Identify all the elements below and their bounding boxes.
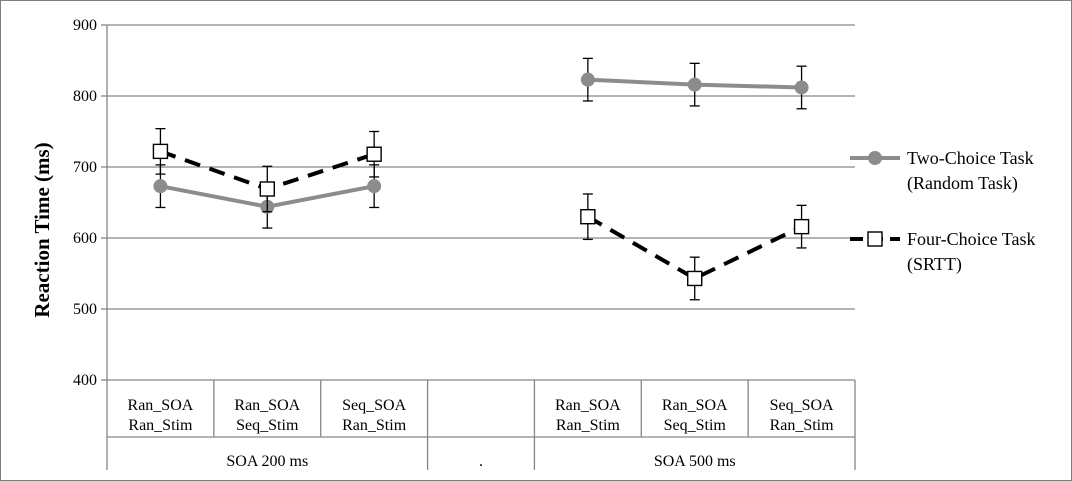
series-1-point-5: [687, 270, 703, 287]
x-category-label-1-line1: Ran_SOA: [234, 397, 300, 414]
x-category-label-0-line1: Ran_SOA: [128, 397, 194, 414]
series-1-point-1: [259, 181, 275, 197]
gridlines: [101, 24, 855, 381]
series-1-point-6: [793, 218, 810, 235]
x-category-label-6-line1: Seq_SOA: [770, 397, 834, 414]
legend-marker-1: [867, 231, 883, 247]
series-layer: [152, 57, 810, 301]
legend-label-0-line2: (Random Task): [907, 173, 1018, 194]
x-category-label-6-line2: Ran_Stim: [770, 417, 835, 434]
series-1: [152, 128, 810, 301]
x-category-label-2-line1: Seq_SOA: [342, 397, 406, 414]
x-category-label-5-line2: Seq_Stim: [664, 417, 727, 434]
y-tick-label-900: 900: [73, 17, 97, 34]
x-group-label-2: SOA 500 ms: [654, 453, 736, 470]
y-tick-label-700: 700: [73, 159, 97, 176]
x-axis: Ran_SOA Ran_Stim Ran_SOA Seq_Stim Seq_SOA Ran…: [106, 380, 856, 470]
series-0: [153, 57, 809, 229]
series-0-point-6: [794, 80, 809, 95]
x-category-label-4-line2: Ran_Stim: [556, 417, 621, 434]
y-tick-label-800: 800: [73, 88, 97, 105]
x-category-label-5-line1: Ran_SOA: [662, 397, 728, 414]
series-1-point-0: [152, 143, 169, 160]
y-tick-label-500: 500: [73, 301, 97, 318]
x-group-label-1: .: [479, 453, 483, 470]
series-1-point-4: [580, 208, 596, 225]
y-tick-label-600: 600: [73, 230, 97, 247]
series-1-point-2: [366, 146, 382, 162]
legend-marker-0: [868, 151, 882, 165]
legend: Two-Choice Task (Random Task) Four-Choice …: [850, 148, 1036, 275]
series-0-point-2: [367, 179, 382, 194]
x-category-label-2-line2: Ran_Stim: [342, 417, 407, 434]
series-0-point-4: [580, 72, 595, 87]
legend-label-1-line2: (SRTT): [907, 254, 962, 275]
y-tick-label-400: 400: [73, 372, 97, 389]
legend-label-1: Four-Choice Task: [907, 229, 1036, 249]
series-0-point-0: [153, 179, 168, 194]
x-category-label-1-line2: Seq_Stim: [236, 417, 299, 434]
x-category-label-0-line2: Ran_Stim: [128, 417, 193, 434]
series-1-line-1: [586, 214, 803, 281]
legend-label-0: Two-Choice Task: [907, 148, 1034, 168]
series-0-point-5: [687, 77, 702, 92]
x-group-label-0: SOA 200 ms: [226, 453, 308, 470]
x-category-label-4-line1: Ran_SOA: [555, 397, 621, 414]
y-tick-labels: 400 500 600 700 800 900: [73, 17, 97, 389]
y-axis-label: Reaction Time (ms): [30, 142, 54, 317]
